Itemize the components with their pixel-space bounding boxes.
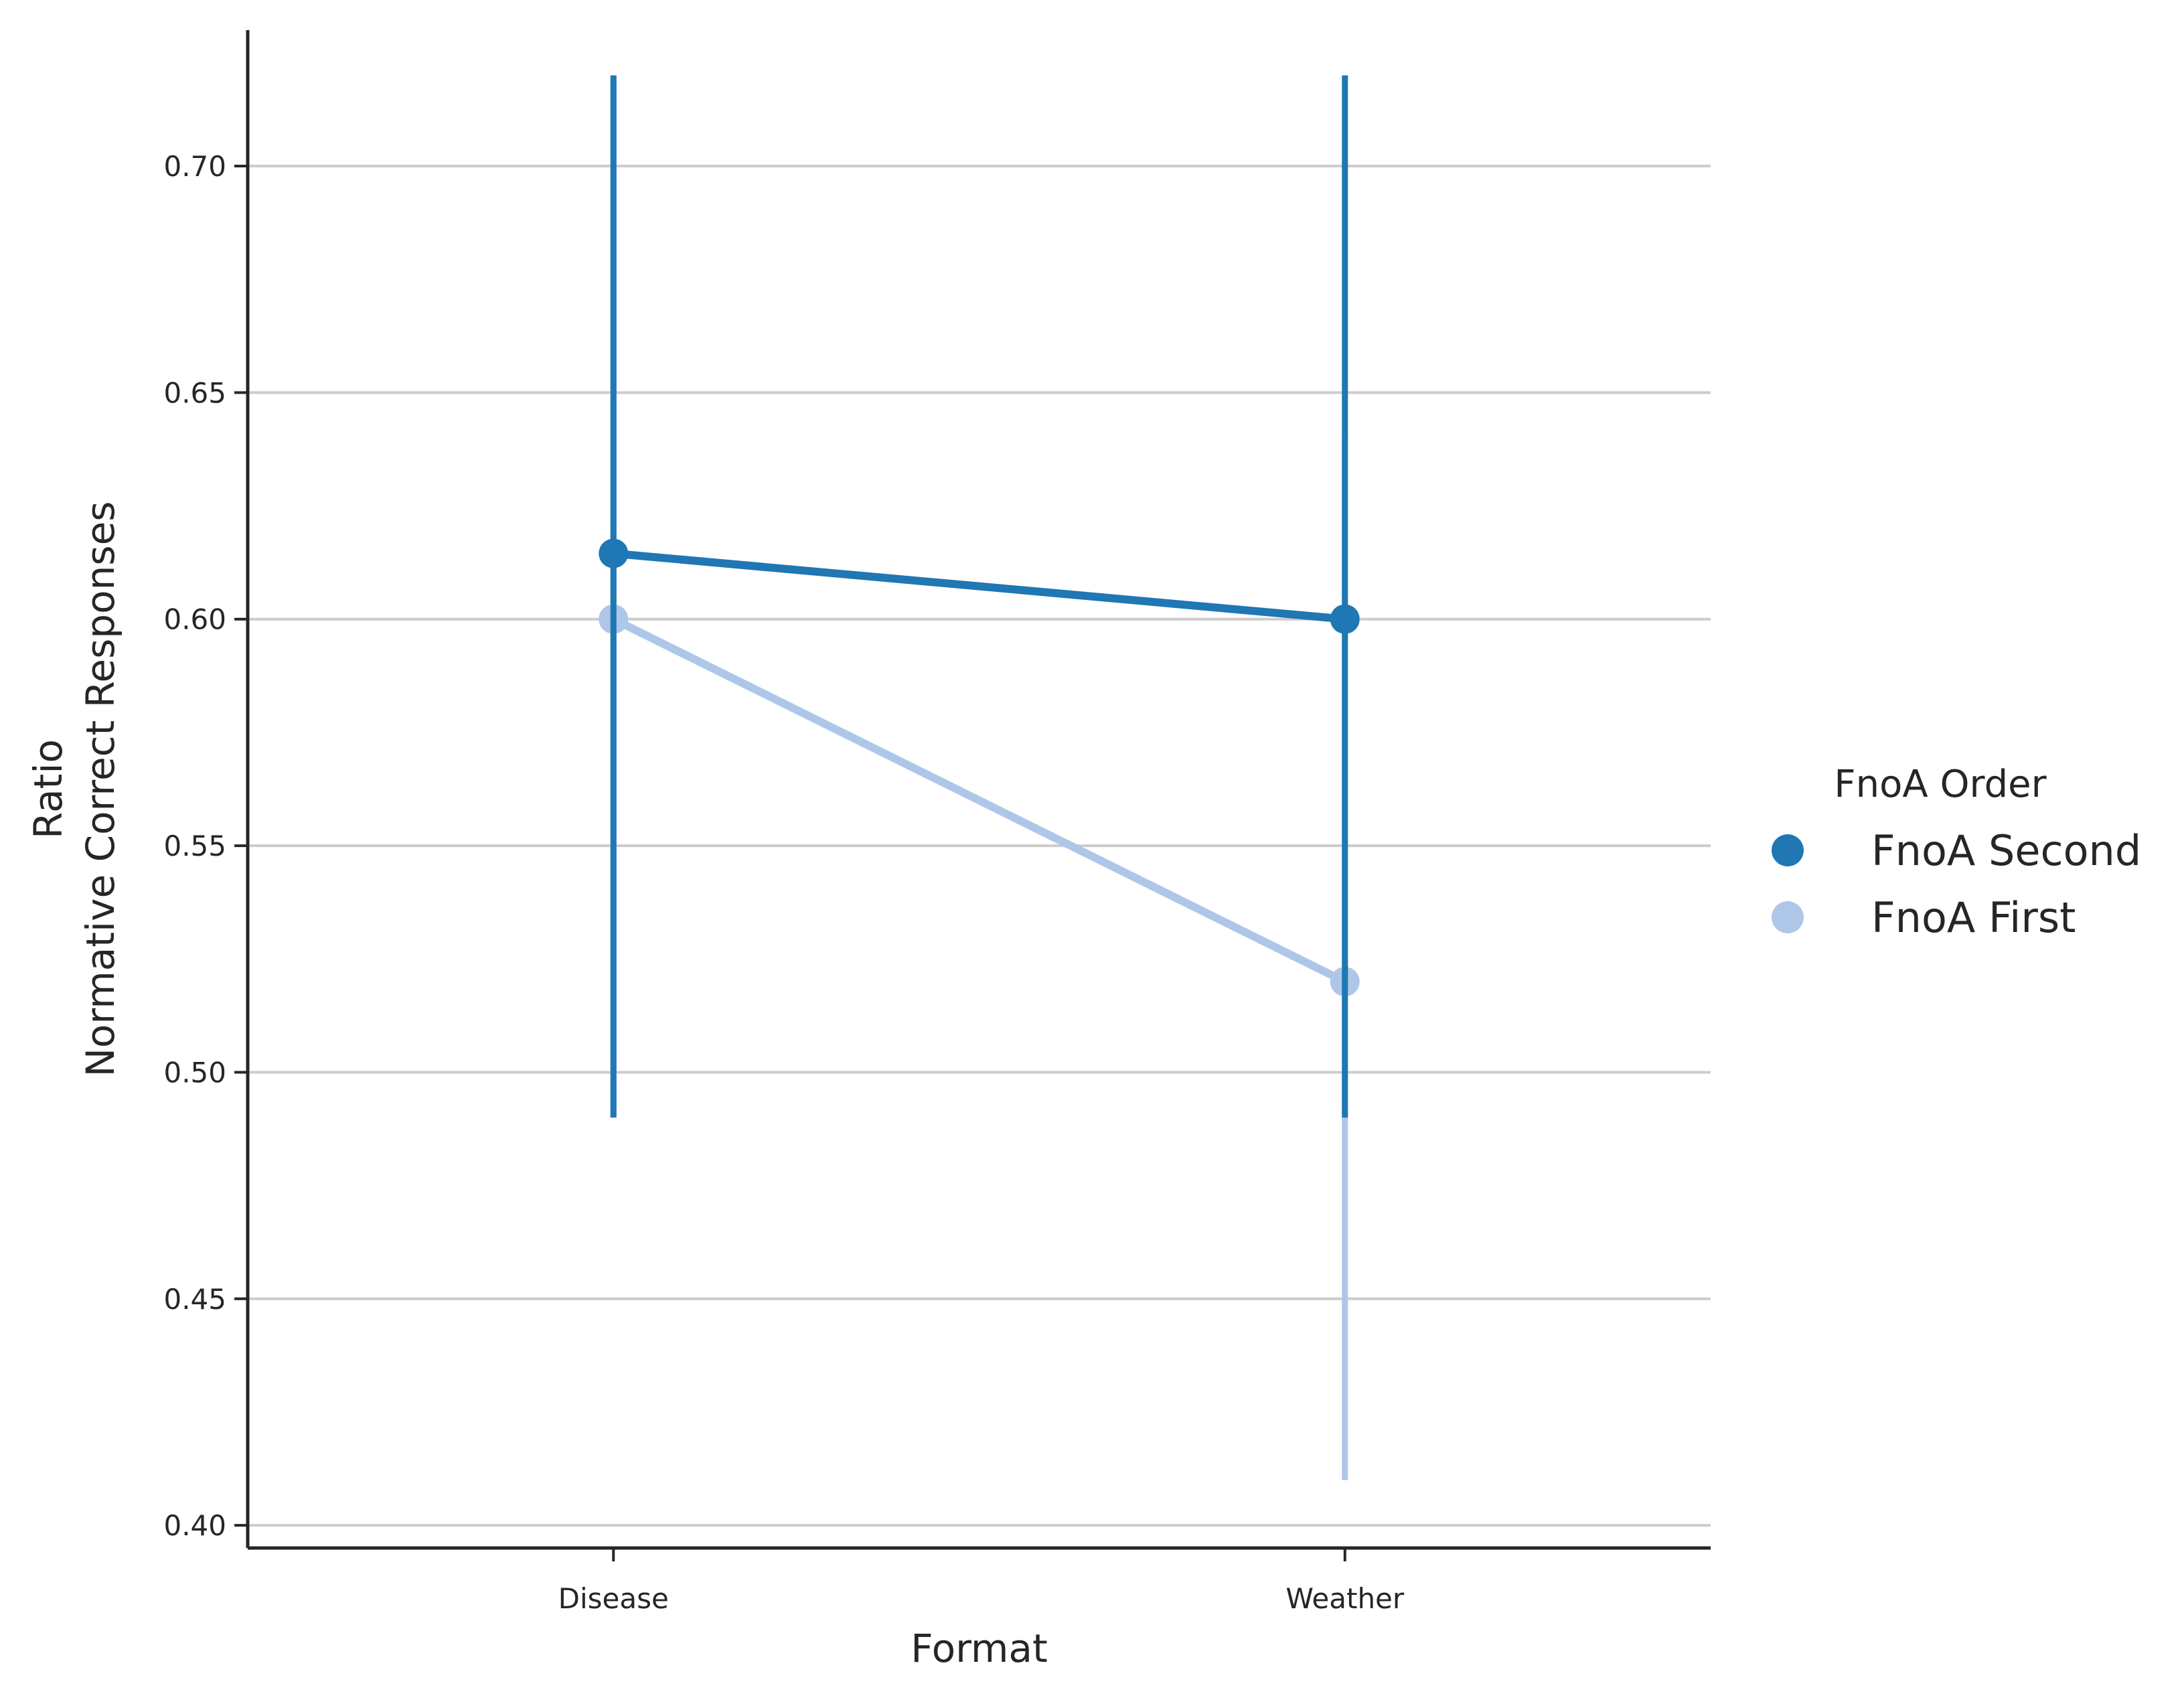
legend: FnoA Order FnoA Second FnoA First bbox=[1772, 763, 2141, 942]
y-axis-ticks: 0.40 0.45 0.50 0.55 0.60 0.65 0.70 bbox=[163, 150, 248, 1542]
x-tick-label: Disease bbox=[558, 1582, 669, 1615]
series-layer bbox=[599, 75, 1360, 1480]
x-axis-ticks: Disease Weather bbox=[558, 1548, 1405, 1615]
grid-lines bbox=[248, 165, 1711, 1527]
y-tick-label: 0.55 bbox=[163, 830, 226, 862]
series-line bbox=[611, 615, 1347, 986]
data-point bbox=[599, 538, 629, 568]
legend-label: FnoA Second bbox=[1871, 826, 2141, 875]
y-tick-label: 0.65 bbox=[163, 376, 226, 409]
legend-marker bbox=[1772, 834, 1804, 866]
y-tick-label: 0.45 bbox=[163, 1283, 226, 1316]
y-axis-label-line-2: Normative Correct Responses bbox=[78, 501, 123, 1077]
series-1 bbox=[599, 75, 1360, 1480]
series-line bbox=[613, 549, 1346, 623]
x-tick-label: Weather bbox=[1285, 1582, 1405, 1615]
x-axis-label: Format bbox=[911, 1626, 1047, 1671]
y-tick-label: 0.60 bbox=[163, 603, 226, 636]
legend-label: FnoA First bbox=[1871, 893, 2076, 942]
y-tick-label: 0.40 bbox=[163, 1509, 226, 1542]
y-axis-label-line-1: Ratio bbox=[25, 739, 71, 839]
y-tick-label: 0.70 bbox=[163, 150, 226, 183]
series-0 bbox=[599, 75, 1360, 1118]
legend-marker bbox=[1772, 901, 1804, 933]
legend-title: FnoA Order bbox=[1834, 763, 2047, 806]
y-tick-label: 0.50 bbox=[163, 1056, 226, 1089]
data-point bbox=[1330, 604, 1360, 634]
